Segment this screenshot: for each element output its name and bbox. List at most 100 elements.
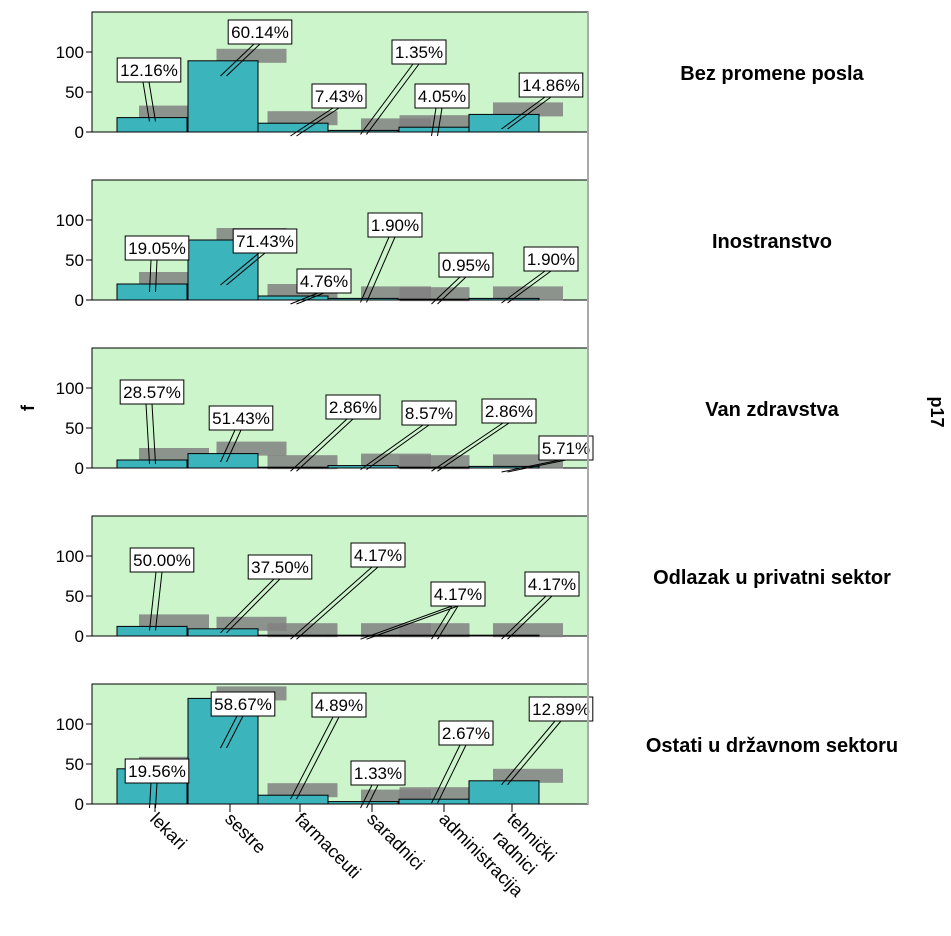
data-label-box — [350, 760, 406, 786]
label-leader-line — [360, 605, 453, 640]
data-label: 71.43% — [236, 232, 294, 251]
bar-shadow — [267, 455, 338, 470]
data-label: 12.16% — [120, 61, 178, 80]
label-leader-line — [290, 107, 334, 137]
data-label-box — [350, 542, 406, 568]
label-leader-line — [360, 784, 373, 809]
bar — [398, 798, 470, 805]
panel-axis-title: p17 — [927, 396, 947, 427]
label-leader-line — [220, 578, 275, 634]
data-label: 4.17% — [434, 585, 482, 604]
y-tick-label: 0 — [75, 627, 84, 646]
data-label: 4.17% — [354, 546, 402, 565]
label-leader-line — [296, 292, 325, 305]
label-leader-line — [149, 782, 152, 809]
y-tick-label: 0 — [75, 459, 84, 478]
x-category-label: farmaceuti — [291, 809, 365, 883]
bar-shadow — [399, 623, 470, 638]
panel-title: Van zdravstva — [705, 399, 839, 421]
bar — [257, 466, 329, 469]
label-leader-line — [437, 107, 443, 137]
bar — [187, 453, 259, 469]
label-leader-line — [290, 418, 348, 472]
panel-title: Ostati u državnom sektoru — [646, 735, 898, 757]
label-leader-line — [226, 43, 261, 77]
bar — [257, 122, 329, 133]
data-label: 50.00% — [133, 551, 191, 570]
data-label: 1.90% — [527, 250, 575, 269]
label-leader-line — [366, 424, 430, 471]
bar-shadow — [267, 623, 338, 638]
label-leader-line — [501, 270, 546, 304]
label-leader-line — [431, 744, 461, 804]
panel-title: Bez promene posla — [680, 63, 864, 85]
x-category-label: lekari — [146, 809, 191, 854]
data-label-box — [524, 571, 580, 597]
y-tick-label: 50 — [65, 83, 84, 102]
bar — [116, 625, 188, 637]
data-label-box — [124, 758, 190, 784]
label-leader-line — [507, 720, 562, 786]
bar — [187, 628, 259, 637]
label-leader-line — [366, 784, 379, 809]
label-leader-line — [142, 81, 150, 122]
bar-shadow — [399, 115, 470, 130]
data-label-box — [311, 692, 367, 718]
label-leader-line — [296, 418, 354, 472]
label-leader-line — [226, 252, 266, 286]
bar — [257, 794, 329, 805]
label-leader-line — [366, 63, 420, 135]
label-leader-line — [149, 571, 157, 631]
label-leader-line — [155, 571, 163, 631]
data-label-box — [325, 394, 381, 420]
data-label-box — [414, 83, 470, 109]
label-leader-line — [226, 429, 242, 463]
y-tick-label: 50 — [65, 755, 84, 774]
data-label: 19.05% — [128, 239, 186, 258]
label-leader-line — [296, 716, 340, 800]
label-leader-line — [290, 566, 373, 640]
bar — [398, 126, 470, 133]
label-leader-line — [366, 236, 396, 303]
data-label: 58.67% — [214, 695, 272, 714]
bar — [468, 634, 540, 637]
data-label-box — [208, 405, 274, 431]
label-leader-line — [151, 403, 156, 465]
data-label-box — [518, 72, 584, 98]
label-leader-line — [148, 81, 156, 122]
data-label: 5.71% — [542, 439, 590, 458]
data-label: 4.76% — [300, 272, 348, 291]
y-tick-label: 0 — [75, 123, 84, 142]
data-label-box — [227, 19, 293, 45]
data-label: 60.14% — [231, 23, 289, 42]
label-leader-line — [437, 605, 459, 640]
label-leader-line — [437, 422, 510, 472]
bar — [257, 634, 329, 637]
data-label: 28.57% — [123, 383, 181, 402]
label-leader-line — [360, 63, 414, 135]
y-tick-label: 100 — [56, 715, 84, 734]
y-tick-label: 50 — [65, 587, 84, 606]
y-tick-label: 100 — [56, 547, 84, 566]
data-label-box — [247, 554, 313, 580]
data-label: 7.43% — [315, 87, 363, 106]
bar — [116, 459, 188, 469]
data-label-box — [124, 235, 190, 261]
bar — [327, 297, 399, 301]
label-leader-line — [360, 236, 390, 303]
bar-shadow — [267, 111, 338, 126]
label-leader-line — [155, 259, 158, 293]
data-label-box — [296, 268, 352, 294]
data-label-box — [116, 57, 182, 83]
label-leader-line — [226, 578, 281, 634]
label-leader-line — [220, 252, 260, 286]
data-label: 8.57% — [405, 404, 453, 423]
bar — [468, 297, 540, 301]
data-label: 1.33% — [354, 764, 402, 783]
data-label: 37.50% — [251, 558, 309, 577]
label-leader-line — [431, 422, 504, 472]
data-label-box — [232, 228, 298, 254]
data-label-box — [367, 212, 423, 238]
label-leader-line — [290, 716, 334, 800]
data-label: 2.67% — [442, 724, 490, 743]
